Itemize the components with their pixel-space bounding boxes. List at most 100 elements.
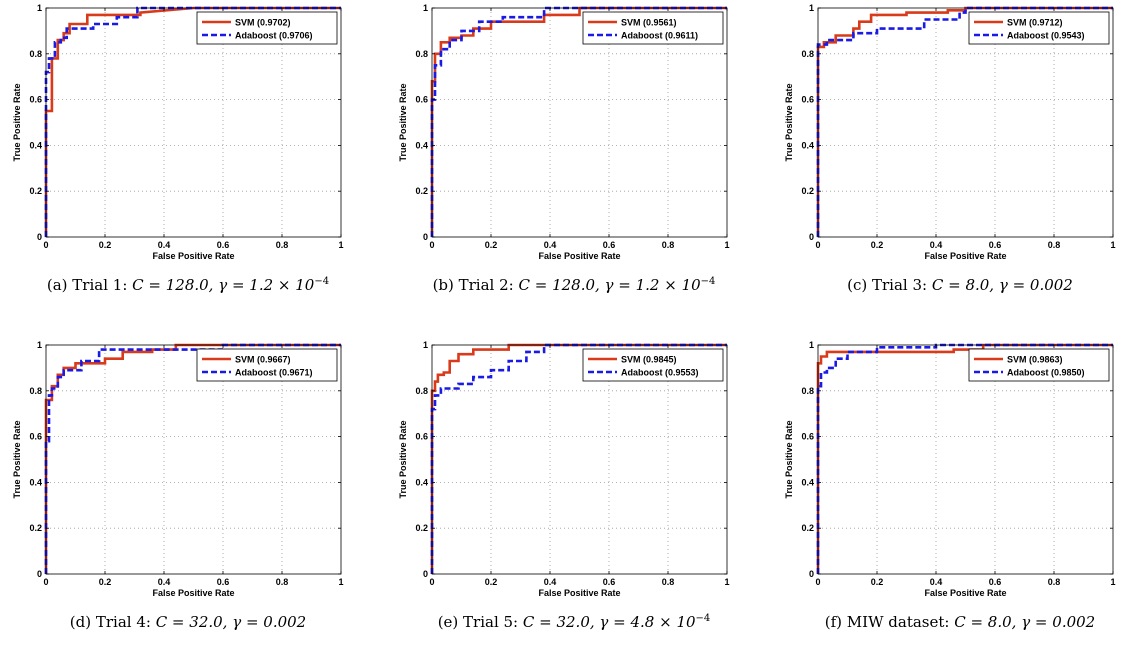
roc-chart-4: 0 0.2 0.4 0.6 0.8 1 0 0.2 0.4 0.6 0.8 1 False Positi… bbox=[12, 340, 344, 598]
x-tick-label: 0.4 bbox=[544, 240, 557, 250]
y-axis-label: True Positive Rate bbox=[784, 83, 794, 161]
axes-frame bbox=[45, 7, 342, 238]
legend-box bbox=[968, 348, 1110, 382]
plot-area bbox=[432, 345, 727, 574]
x-tick-label: 0 bbox=[815, 240, 820, 250]
axes-frame bbox=[45, 344, 342, 575]
y-tick-label: 0 bbox=[809, 569, 814, 579]
subfigure-caption: (b) Trial 2: C = 128.0, γ = 1.2 × 10−4 bbox=[386, 276, 762, 294]
x-axis-label: False Positive Rate bbox=[924, 588, 1006, 598]
legend-label: SVM (0.9667) bbox=[235, 355, 291, 365]
x-tick-label: 0 bbox=[43, 240, 48, 250]
x-tick-label: 0 bbox=[429, 577, 434, 587]
x-tick-label: 1 bbox=[724, 577, 729, 587]
caption-c-value: C = 8.0, bbox=[954, 613, 1022, 631]
legend-label: SVM (0.9702) bbox=[235, 18, 291, 28]
x-tick-label: 0.2 bbox=[99, 577, 112, 587]
y-tick-label: 0.2 bbox=[415, 523, 428, 533]
y-tick-label: 1 bbox=[423, 3, 428, 13]
legend-box bbox=[968, 11, 1110, 45]
x-tick-label: 0 bbox=[43, 577, 48, 587]
roc-chart-3: 0 0.2 0.4 0.6 0.8 1 0 0.2 0.4 0.6 0.8 1 False Positi… bbox=[784, 3, 1116, 261]
x-tick-label: 1 bbox=[1110, 240, 1115, 250]
x-tick-label: 0 bbox=[429, 240, 434, 250]
subfigure-caption: (c) Trial 3: C = 8.0, γ = 0.002 bbox=[772, 276, 1129, 294]
legend-label: SVM (0.9845) bbox=[621, 355, 677, 365]
y-tick-label: 0 bbox=[423, 569, 428, 579]
roc-panel-5: 0 0.2 0.4 0.6 0.8 1 0 0.2 0.4 0.6 0.8 1 False Positi… bbox=[386, 337, 762, 661]
caption-gamma-value: γ = 1.2 × 10 bbox=[604, 276, 701, 294]
subfigure-caption: (f) MIW dataset: C = 8.0, γ = 0.002 bbox=[772, 613, 1129, 631]
x-tick-label: 0.2 bbox=[99, 240, 112, 250]
x-tick-label: 0.6 bbox=[217, 577, 230, 587]
adaboost-roc-line bbox=[44, 6, 341, 237]
roc-panel-2: 0 0.2 0.4 0.6 0.8 1 0 0.2 0.4 0.6 0.8 1 False Positi… bbox=[386, 0, 762, 324]
y-tick-label: 0.6 bbox=[29, 95, 42, 105]
legend-label: Adaboost (0.9850) bbox=[1007, 368, 1085, 378]
y-tick-label: 0.8 bbox=[29, 49, 42, 59]
x-tick-label: 0.6 bbox=[217, 240, 230, 250]
x-axis-label: False Positive Rate bbox=[152, 588, 234, 598]
y-axis-label: True Positive Rate bbox=[12, 83, 22, 161]
x-tick-label: 0.4 bbox=[158, 577, 171, 587]
x-tick-label: 1 bbox=[338, 577, 343, 587]
x-tick-label: 0.6 bbox=[603, 240, 616, 250]
y-tick-label: 0.6 bbox=[801, 432, 814, 442]
legend-label: Adaboost (0.9611) bbox=[621, 31, 698, 41]
legend-label: Adaboost (0.9671) bbox=[235, 368, 313, 378]
y-axis-label: True Positive Rate bbox=[398, 83, 408, 161]
caption-gamma-exponent: −4 bbox=[314, 276, 330, 287]
y-tick-label: 0.8 bbox=[415, 49, 428, 59]
plot-area bbox=[46, 8, 341, 237]
y-tick-label: 0 bbox=[37, 569, 42, 579]
legend-label: SVM (0.9561) bbox=[621, 18, 677, 28]
caption-gamma-value: γ = 0.002 bbox=[1021, 613, 1096, 631]
x-tick-label: 0.8 bbox=[276, 577, 289, 587]
x-axis-label: False Positive Rate bbox=[152, 251, 234, 261]
axes-frame bbox=[817, 344, 1114, 575]
x-tick-label: 0.4 bbox=[158, 240, 171, 250]
svm-roc-line bbox=[816, 6, 1113, 237]
y-tick-label: 0.6 bbox=[29, 432, 42, 442]
x-tick-label: 1 bbox=[1110, 577, 1115, 587]
adaboost-roc-line bbox=[44, 343, 341, 574]
axes-frame bbox=[431, 7, 728, 238]
caption-c-value: C = 8.0, bbox=[931, 276, 999, 294]
x-tick-label: 0.6 bbox=[989, 240, 1002, 250]
y-tick-label: 0.4 bbox=[801, 140, 814, 150]
x-tick-label: 0.2 bbox=[485, 577, 498, 587]
x-tick-label: 0.2 bbox=[871, 240, 884, 250]
caption-gamma-value: γ = 1.2 × 10 bbox=[218, 276, 315, 294]
y-tick-label: 0.8 bbox=[29, 386, 42, 396]
x-axis-label: False Positive Rate bbox=[538, 588, 620, 598]
x-axis-label: False Positive Rate bbox=[924, 251, 1006, 261]
x-tick-label: 0.8 bbox=[662, 240, 675, 250]
roc-chart-6: 0 0.2 0.4 0.6 0.8 1 0 0.2 0.4 0.6 0.8 1 False Positi… bbox=[784, 340, 1116, 598]
legend-box bbox=[582, 348, 724, 382]
x-tick-label: 0.6 bbox=[989, 577, 1002, 587]
caption-c-value: C = 128.0, bbox=[518, 276, 605, 294]
caption-gamma-value: γ = 0.002 bbox=[232, 613, 307, 631]
axes-frame bbox=[431, 344, 728, 575]
caption-c-value: C = 32.0, bbox=[522, 613, 600, 631]
y-tick-label: 0.2 bbox=[29, 186, 42, 196]
y-tick-label: 0.6 bbox=[415, 95, 428, 105]
roc-chart-5: 0 0.2 0.4 0.6 0.8 1 0 0.2 0.4 0.6 0.8 1 False Positi… bbox=[398, 340, 730, 598]
y-tick-label: 0.6 bbox=[801, 95, 814, 105]
x-tick-label: 0.2 bbox=[871, 577, 884, 587]
y-tick-label: 0.8 bbox=[801, 386, 814, 396]
x-tick-label: 1 bbox=[338, 240, 343, 250]
y-tick-label: 0 bbox=[37, 232, 42, 242]
y-tick-label: 0.4 bbox=[415, 477, 428, 487]
y-tick-label: 0.4 bbox=[415, 140, 428, 150]
y-axis-label: True Positive Rate bbox=[12, 420, 22, 498]
y-tick-label: 0.2 bbox=[801, 186, 814, 196]
y-tick-label: 1 bbox=[37, 340, 42, 350]
y-tick-label: 0.2 bbox=[29, 523, 42, 533]
caption-label: (d) Trial 4: bbox=[69, 613, 156, 631]
x-tick-label: 1 bbox=[724, 240, 729, 250]
caption-gamma-value: γ = 4.8 × 10 bbox=[599, 613, 696, 631]
x-axis-label: False Positive Rate bbox=[538, 251, 620, 261]
legend-label: SVM (0.9712) bbox=[1007, 18, 1063, 28]
